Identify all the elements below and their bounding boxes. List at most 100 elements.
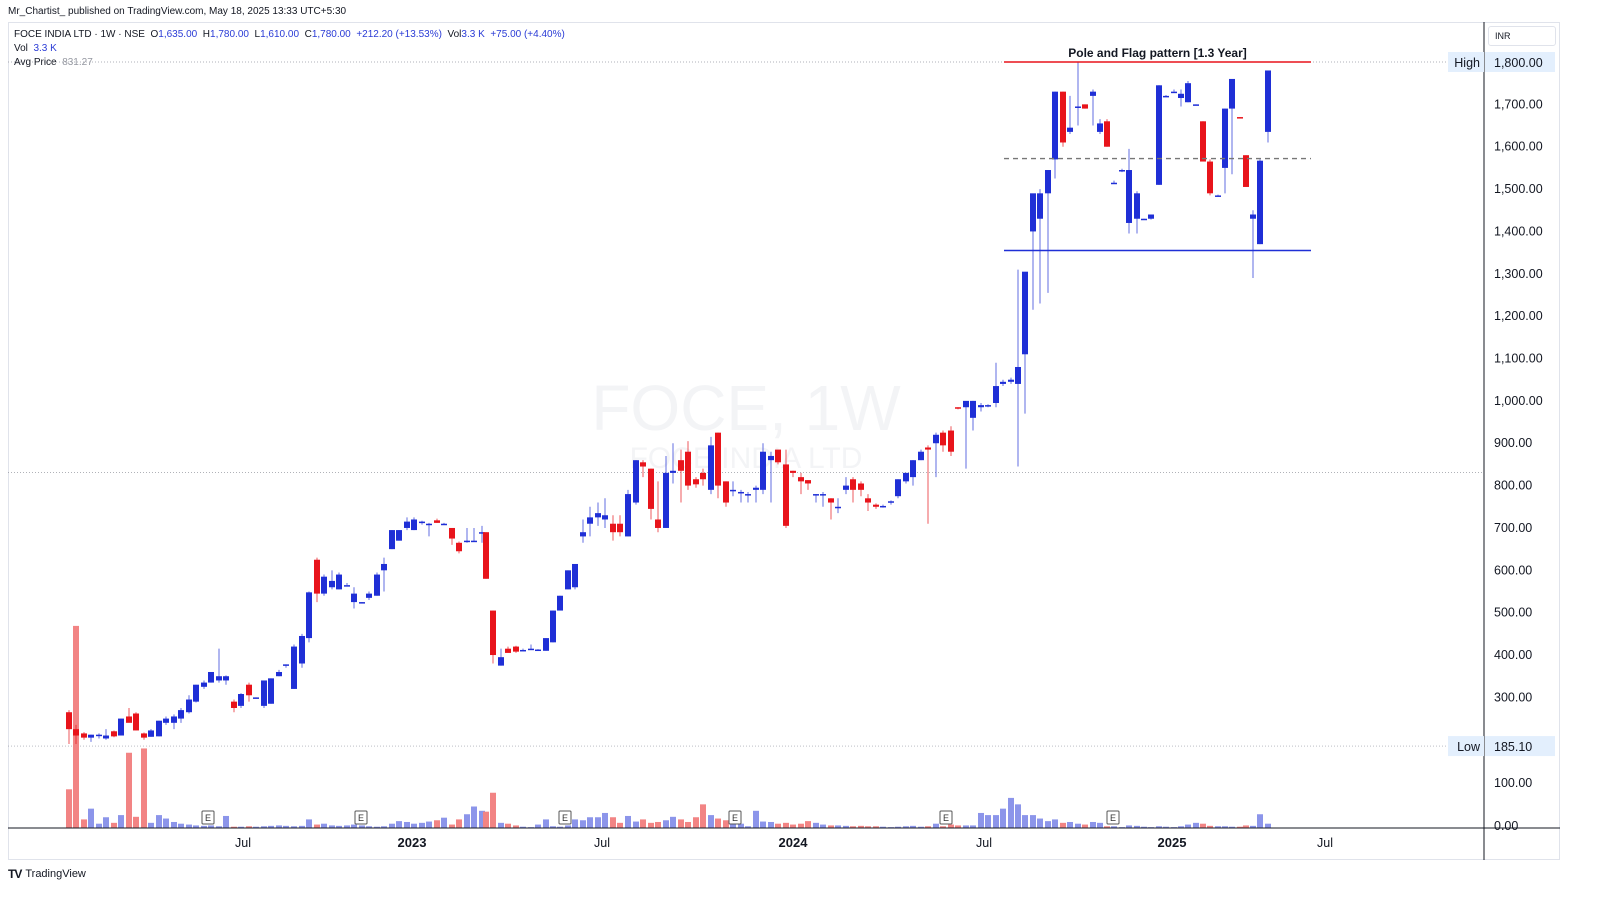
watermark-symbol: FOCE, 1W bbox=[591, 372, 901, 444]
price-tick-label: 700.00 bbox=[1494, 521, 1532, 535]
candle-body bbox=[141, 733, 147, 738]
volume-bar bbox=[625, 815, 631, 828]
volume-bar bbox=[925, 826, 931, 828]
chart-frame bbox=[8, 22, 1560, 860]
candle-body bbox=[993, 386, 999, 403]
high-label-bg bbox=[1448, 52, 1484, 72]
volume-bar bbox=[141, 748, 147, 828]
price-tick-label: 1,300.00 bbox=[1494, 267, 1543, 281]
candle-body bbox=[1265, 70, 1271, 132]
candle-body bbox=[193, 684, 199, 702]
volume-bar bbox=[700, 804, 706, 828]
volume-bar bbox=[464, 814, 470, 828]
pattern-title: Pole and Flag pattern [1.3 Year] bbox=[1068, 46, 1247, 60]
earnings-marker-icon bbox=[354, 810, 368, 825]
volume-bar bbox=[81, 819, 87, 828]
volume-bar bbox=[1037, 818, 1043, 828]
volume-bar bbox=[963, 825, 969, 828]
legend-volume-value: 3.3 K bbox=[33, 43, 57, 54]
candle-body bbox=[238, 694, 244, 706]
candle-body bbox=[843, 485, 849, 490]
candle-body bbox=[1200, 121, 1206, 162]
price-tick-label: 400.00 bbox=[1494, 648, 1532, 662]
candle-body bbox=[798, 477, 804, 482]
pattern-annotation: Pole and Flag pattern [1.3 Year] bbox=[1004, 46, 1311, 252]
volume-bar bbox=[543, 819, 549, 828]
low-label: Low bbox=[1457, 740, 1481, 754]
candle-body bbox=[471, 540, 477, 543]
volume-tick-label: 100.00 bbox=[1494, 776, 1532, 790]
candle-body bbox=[329, 580, 335, 588]
candle-body bbox=[835, 506, 841, 509]
candle-body bbox=[663, 472, 669, 528]
candle-body bbox=[738, 491, 744, 494]
candle-body bbox=[404, 521, 410, 528]
volume-bar bbox=[321, 823, 327, 828]
candle-body bbox=[306, 592, 312, 639]
currency-label[interactable]: INR bbox=[1488, 26, 1556, 46]
candle-body bbox=[1207, 161, 1213, 194]
volume-bar bbox=[753, 810, 759, 828]
volume-bar bbox=[208, 825, 214, 828]
candle-body bbox=[449, 527, 455, 539]
legend-close: 1,780.00 bbox=[311, 29, 351, 40]
volume-bar bbox=[805, 821, 811, 828]
volume-bar bbox=[708, 815, 714, 828]
candle-body bbox=[978, 405, 984, 408]
time-axis[interactable]: Jul 2023 Jul 2024 Jul 2025 Jul bbox=[235, 835, 1333, 850]
candle-body bbox=[156, 720, 162, 737]
earnings-marker-icon bbox=[728, 810, 742, 825]
price-axis[interactable]: 1,800.00 1,700.00 1,600.00 1,500.00 1,400.00… bbox=[1448, 52, 1555, 833]
candle-body bbox=[1067, 127, 1073, 132]
candle-body bbox=[805, 480, 811, 484]
candle-body bbox=[1141, 218, 1147, 221]
candle-body bbox=[1082, 104, 1088, 109]
candle-body bbox=[753, 487, 759, 490]
candle-body bbox=[865, 498, 871, 503]
volume-bar bbox=[1060, 822, 1066, 828]
volume-bar bbox=[520, 826, 526, 828]
candle-body bbox=[1193, 104, 1199, 106]
candle-body bbox=[479, 532, 485, 534]
candle-body bbox=[1229, 78, 1235, 109]
candle-body bbox=[580, 532, 586, 537]
candle-body bbox=[314, 559, 320, 594]
candle-body bbox=[268, 678, 274, 704]
earnings-marker-icon bbox=[558, 810, 572, 825]
volume-bar bbox=[813, 822, 819, 828]
volume-bar bbox=[678, 819, 684, 828]
volume-bar bbox=[1229, 826, 1235, 828]
volume-bar bbox=[306, 819, 312, 828]
candle-body bbox=[557, 595, 563, 611]
candle-body bbox=[148, 730, 154, 737]
candle-body bbox=[359, 602, 365, 604]
candle-body bbox=[1104, 121, 1110, 147]
volume-bar bbox=[993, 815, 999, 828]
volume-bar bbox=[1067, 821, 1073, 828]
candle-body bbox=[715, 432, 721, 486]
volume-bar bbox=[291, 826, 297, 828]
tradingview-branding[interactable]: TV TradingView bbox=[8, 867, 86, 881]
candle-body bbox=[888, 501, 894, 503]
volume-bar bbox=[411, 823, 417, 828]
candle-body bbox=[464, 540, 470, 543]
volume-bar bbox=[1257, 814, 1263, 828]
candle-body bbox=[858, 483, 864, 490]
candle-body bbox=[498, 657, 504, 666]
volume-bar bbox=[483, 811, 489, 828]
volume-bar bbox=[1265, 823, 1271, 828]
legend-volume-row: Vol 3.3 K bbox=[14, 43, 57, 54]
candle-body bbox=[1178, 93, 1184, 99]
volume-bar bbox=[1082, 824, 1088, 828]
volume-bar bbox=[663, 820, 669, 828]
legend-ohlc-row: FOCE INDIA LTD · 1W · NSE O1,635.00 H1,7… bbox=[14, 29, 565, 40]
candle-body bbox=[745, 494, 751, 496]
candle-body bbox=[1243, 155, 1249, 187]
volume-bar bbox=[843, 825, 849, 828]
time-tick-label: Jul bbox=[235, 836, 251, 850]
legend-change: +212.20 (+13.53%) bbox=[356, 29, 442, 40]
volume-bar bbox=[186, 824, 192, 828]
legend-symbol: FOCE INDIA LTD · 1W · NSE bbox=[14, 29, 145, 40]
